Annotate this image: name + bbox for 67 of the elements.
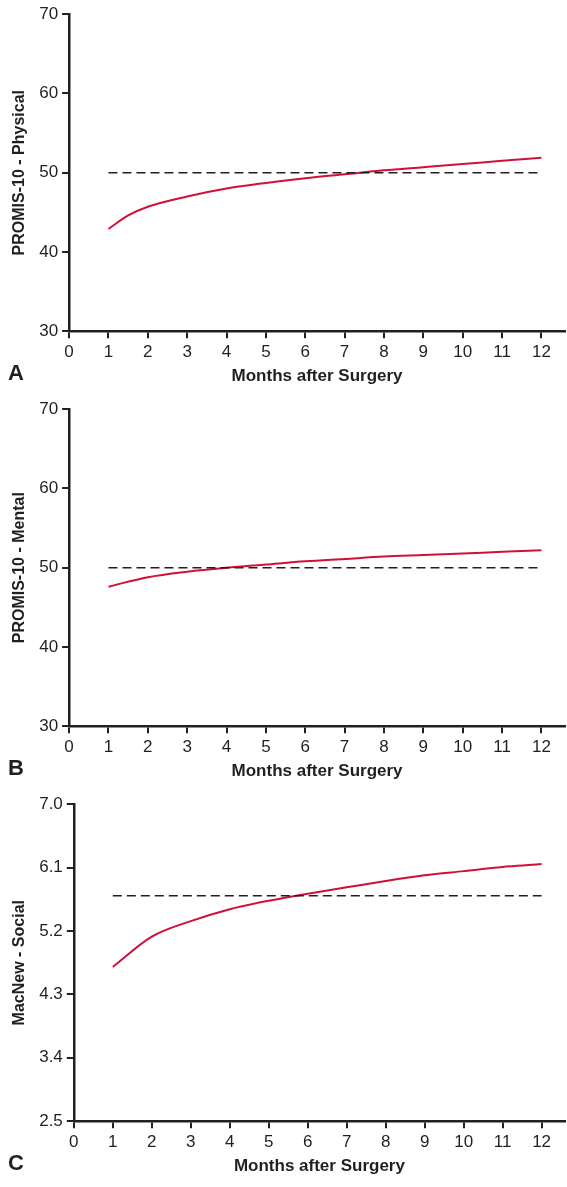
x-tick-label: 2 xyxy=(147,1132,157,1152)
x-axis-title: Months after Surgery xyxy=(233,1156,406,1176)
x-tick-label: 8 xyxy=(380,1132,391,1152)
y-tick-label: 30 xyxy=(39,715,59,735)
x-tick-label: 11 xyxy=(493,737,511,757)
x-tick-label: 5 xyxy=(261,342,271,362)
y-axis-title: PROMIS-10 - Mental xyxy=(10,492,28,644)
y-axis-title: PROMIS-10 - Physical xyxy=(10,90,28,256)
x-tick-label: 8 xyxy=(379,737,389,757)
x-tick-label: 11 xyxy=(493,342,511,362)
x-tick-label: 12 xyxy=(531,342,551,362)
x-tick-label: 10 xyxy=(453,342,473,362)
y-tick-label: 40 xyxy=(39,636,59,656)
text: A xyxy=(8,360,24,386)
x-tick-label: 9 xyxy=(419,1132,430,1152)
x-tick-label: 5 xyxy=(261,737,271,757)
x-tick-label: 10 xyxy=(453,737,473,757)
x-tick-label: 5 xyxy=(264,1132,274,1152)
y-tick-label: 7.0 xyxy=(39,793,63,813)
y-tick-label: 70 xyxy=(39,398,59,418)
x-tick-label: 11 xyxy=(493,1132,512,1152)
y-tick-label: 2.5 xyxy=(39,1110,63,1130)
x-axis-title: Months after Surgery xyxy=(231,761,404,781)
text: B xyxy=(8,755,24,781)
x-tick-label: 9 xyxy=(418,737,429,757)
x-tick-label: 2 xyxy=(143,342,153,362)
x-tick-label: 7 xyxy=(339,737,350,757)
text: C xyxy=(8,1150,24,1176)
x-tick-label: 4 xyxy=(225,1132,235,1152)
x-tick-label: 0 xyxy=(64,342,74,362)
line-series xyxy=(111,863,543,968)
x-tick-label: 4 xyxy=(221,342,232,362)
x-tick-label: 1 xyxy=(103,342,114,362)
y-tick-label: 70 xyxy=(39,3,59,23)
y-tick-label: 6.1 xyxy=(39,857,63,877)
x-tick-label: 1 xyxy=(103,737,114,757)
y-tick-label: 60 xyxy=(39,83,59,103)
x-tick-label: 3 xyxy=(182,737,192,757)
x-tick-label: 12 xyxy=(531,737,551,757)
x-tick-label: 7 xyxy=(339,342,350,362)
x-tick-label: 2 xyxy=(143,737,153,757)
y-tick-label: 50 xyxy=(39,557,59,577)
x-tick-label: 9 xyxy=(418,342,429,362)
y-axis-title: MacNew - Social xyxy=(10,900,28,1026)
x-tick-label: 0 xyxy=(64,737,74,757)
x-tick-label: 3 xyxy=(186,1132,196,1152)
y-tick-label: 3.4 xyxy=(39,1047,63,1067)
x-tick-label: 6 xyxy=(300,342,310,362)
y-tick-label: 40 xyxy=(39,241,59,261)
x-tick-label: 3 xyxy=(182,342,192,362)
x-tick-label: 1 xyxy=(108,1132,118,1152)
y-tick-label: 5.2 xyxy=(39,920,63,940)
x-tick-label: 12 xyxy=(532,1132,552,1152)
line-series xyxy=(107,549,543,588)
y-tick-label: 60 xyxy=(39,478,59,498)
y-tick-label: 30 xyxy=(39,320,59,340)
y-tick-label: 50 xyxy=(39,162,59,182)
x-tick-label: 6 xyxy=(300,737,310,757)
x-tick-label: 10 xyxy=(454,1132,474,1152)
x-tick-label: 7 xyxy=(341,1132,352,1152)
x-tick-label: 8 xyxy=(379,342,389,362)
line-series xyxy=(107,156,543,230)
x-tick-label: 6 xyxy=(302,1132,313,1152)
x-axis-title: Months after Surgery xyxy=(231,366,404,386)
x-tick-label: 4 xyxy=(221,737,232,757)
y-tick-label: 4.3 xyxy=(39,984,63,1004)
x-tick-label: 0 xyxy=(69,1132,79,1152)
